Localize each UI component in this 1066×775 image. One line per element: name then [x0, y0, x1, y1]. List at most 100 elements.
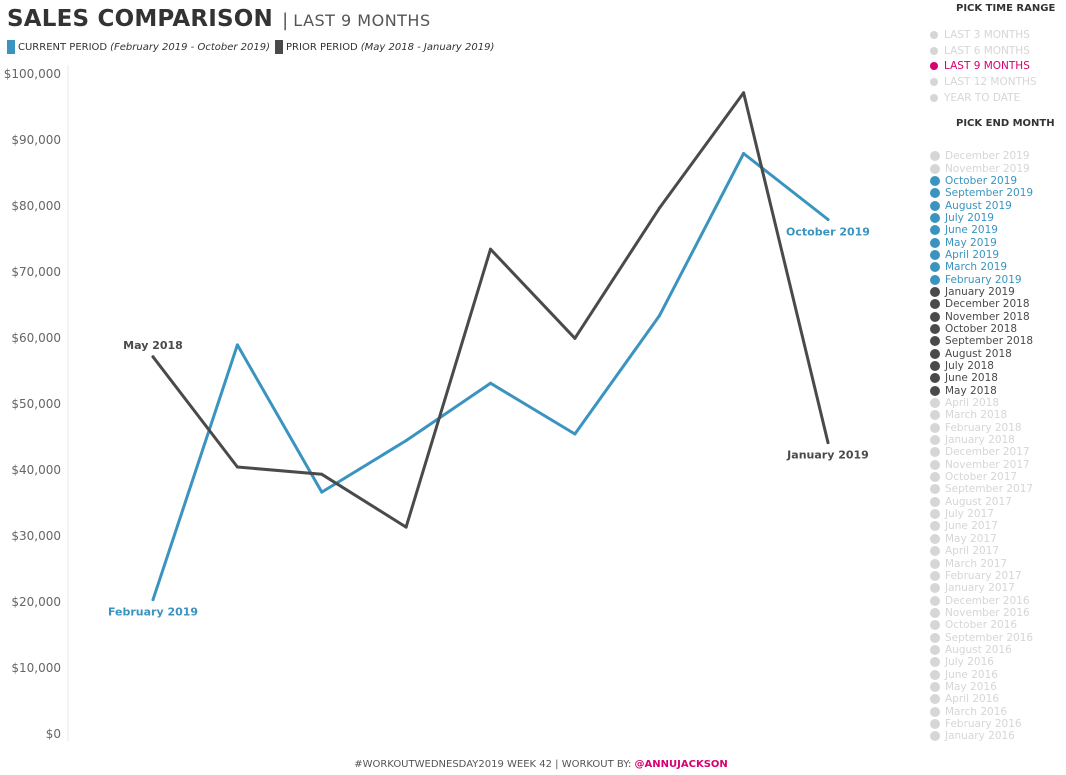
month-option-july-2016[interactable]: July 2016	[930, 656, 1033, 668]
radio-dot-icon	[930, 632, 940, 643]
series-start-label: May 2018	[123, 339, 183, 352]
month-option-label: January 2018	[945, 434, 1015, 447]
month-option-label: April 2018	[945, 397, 1000, 410]
month-option-october-2016[interactable]: October 2016	[930, 619, 1033, 631]
month-option-december-2019[interactable]: December 2019	[930, 150, 1033, 162]
range-option-last-9-months[interactable]: LAST 9 MONTHS	[930, 59, 1037, 75]
month-option-label: June 2018	[945, 372, 998, 385]
month-option-august-2016[interactable]: August 2016	[930, 644, 1033, 656]
legend-label-prior: PRIOR PERIOD	[286, 41, 358, 53]
month-option-november-2018[interactable]: November 2018	[930, 310, 1033, 323]
month-option-march-2016[interactable]: March 2016	[930, 705, 1033, 718]
month-option-july-2018[interactable]: July 2018	[930, 360, 1033, 372]
legend-swatch-current	[7, 40, 15, 54]
month-option-december-2017[interactable]: December 2017	[930, 446, 1033, 458]
month-option-may-2018[interactable]: May 2018	[930, 385, 1033, 397]
radio-dot-icon	[930, 484, 940, 495]
radio-dot-icon	[930, 262, 940, 273]
month-option-label: January 2017	[945, 582, 1015, 595]
radio-dot-icon	[930, 410, 940, 421]
month-option-may-2019[interactable]: May 2019	[930, 236, 1033, 249]
radio-dot-icon	[930, 361, 940, 372]
month-option-june-2019[interactable]: June 2019	[930, 224, 1033, 236]
month-option-february-2017[interactable]: February 2017	[930, 570, 1033, 582]
month-option-january-2017[interactable]: January 2017	[930, 582, 1033, 594]
month-option-april-2016[interactable]: April 2016	[930, 693, 1033, 705]
data-point	[742, 152, 746, 156]
month-option-august-2019[interactable]: August 2019	[930, 199, 1033, 212]
radio-dot-icon	[930, 521, 940, 532]
radio-dot-icon	[930, 472, 940, 483]
range-option-year-to-date[interactable]: YEAR TO DATE	[930, 90, 1037, 106]
month-option-april-2019[interactable]: April 2019	[930, 249, 1033, 261]
time-range-heading: PICK TIME RANGE	[956, 3, 1056, 14]
month-option-january-2016[interactable]: January 2016	[930, 730, 1033, 742]
month-option-june-2018[interactable]: June 2018	[930, 372, 1033, 384]
current-period-line	[151, 152, 830, 602]
month-option-label: February 2016	[945, 717, 1022, 730]
range-option-last-6-months[interactable]: LAST 6 MONTHS	[930, 43, 1037, 59]
month-option-august-2018[interactable]: August 2018	[930, 348, 1033, 360]
radio-dot-icon	[930, 175, 940, 186]
month-option-january-2018[interactable]: January 2018	[930, 434, 1033, 446]
radio-dot-icon	[930, 151, 940, 162]
month-option-label: September 2016	[945, 631, 1034, 644]
month-option-october-2019[interactable]: October 2019	[930, 175, 1033, 187]
month-option-label: March 2019	[945, 261, 1008, 274]
month-option-august-2017[interactable]: August 2017	[930, 496, 1033, 508]
month-option-label: April 2017	[945, 545, 1000, 558]
month-option-march-2019[interactable]: March 2019	[930, 261, 1033, 273]
month-option-may-2017[interactable]: May 2017	[930, 533, 1033, 545]
month-option-march-2017[interactable]: March 2017	[930, 557, 1033, 570]
month-option-label: September 2019	[945, 187, 1034, 200]
y-tick-label: $0	[46, 727, 61, 741]
month-option-label: August 2017	[945, 495, 1012, 508]
radio-dot-icon	[930, 348, 940, 359]
data-point	[826, 218, 830, 222]
month-option-february-2019[interactable]: February 2019	[930, 273, 1033, 286]
month-option-label: February 2019	[945, 273, 1022, 286]
month-option-label: August 2019	[945, 199, 1012, 212]
series-end-label: October 2019	[786, 226, 870, 239]
month-option-november-2019[interactable]: November 2019	[930, 162, 1033, 175]
month-option-october-2018[interactable]: October 2018	[930, 323, 1033, 335]
range-option-last-3-months[interactable]: LAST 3 MONTHS	[930, 27, 1037, 43]
range-option-last-12-months[interactable]: LAST 12 MONTHS	[930, 74, 1037, 90]
month-option-september-2016[interactable]: September 2016	[930, 631, 1034, 644]
month-option-february-2016[interactable]: February 2016	[930, 718, 1033, 730]
radio-dot-icon	[930, 706, 940, 717]
series-start-label: February 2019	[108, 606, 198, 619]
month-option-june-2016[interactable]: June 2016	[930, 668, 1033, 681]
month-option-november-2017[interactable]: November 2017	[930, 459, 1033, 471]
month-option-april-2017[interactable]: April 2017	[930, 545, 1033, 557]
month-option-label: December 2016	[945, 594, 1030, 607]
data-point	[151, 355, 155, 359]
month-option-december-2016[interactable]: December 2016	[930, 594, 1033, 607]
footer-credit: #WORKOUTWEDNESDAY2019 WEEK 42 | WORKOUT …	[0, 759, 1066, 770]
month-option-april-2018[interactable]: April 2018	[930, 397, 1033, 409]
month-option-october-2017[interactable]: October 2017	[930, 471, 1033, 483]
radio-dot-icon	[930, 447, 940, 458]
month-option-july-2017[interactable]: July 2017	[930, 508, 1033, 520]
radio-dot-icon	[930, 459, 940, 470]
month-option-november-2016[interactable]: November 2016	[930, 607, 1033, 619]
month-option-december-2018[interactable]: December 2018	[930, 298, 1033, 310]
month-option-label: September 2018	[945, 335, 1034, 348]
month-option-september-2018[interactable]: September 2018	[930, 335, 1033, 347]
footer-handle-link[interactable]: @ANNUJACKSON	[634, 759, 728, 770]
month-option-january-2019[interactable]: January 2019	[930, 286, 1033, 298]
month-option-label: November 2018	[945, 310, 1030, 323]
prior-period-line	[151, 91, 830, 529]
month-option-february-2018[interactable]: February 2018	[930, 422, 1033, 434]
month-option-september-2017[interactable]: September 2017	[930, 483, 1033, 495]
month-option-june-2017[interactable]: June 2017	[930, 520, 1033, 532]
range-option-label: YEAR TO DATE	[944, 92, 1021, 105]
y-tick-label: $40,000	[11, 463, 61, 477]
month-option-may-2016[interactable]: May 2016	[930, 681, 1033, 693]
legend-swatch-prior	[275, 40, 284, 54]
month-option-september-2019[interactable]: September 2019	[930, 187, 1033, 199]
month-option-march-2018[interactable]: March 2018	[930, 409, 1033, 421]
radio-dot-icon	[930, 694, 940, 705]
radio-dot-icon	[930, 607, 940, 618]
month-option-july-2019[interactable]: July 2019	[930, 212, 1033, 224]
